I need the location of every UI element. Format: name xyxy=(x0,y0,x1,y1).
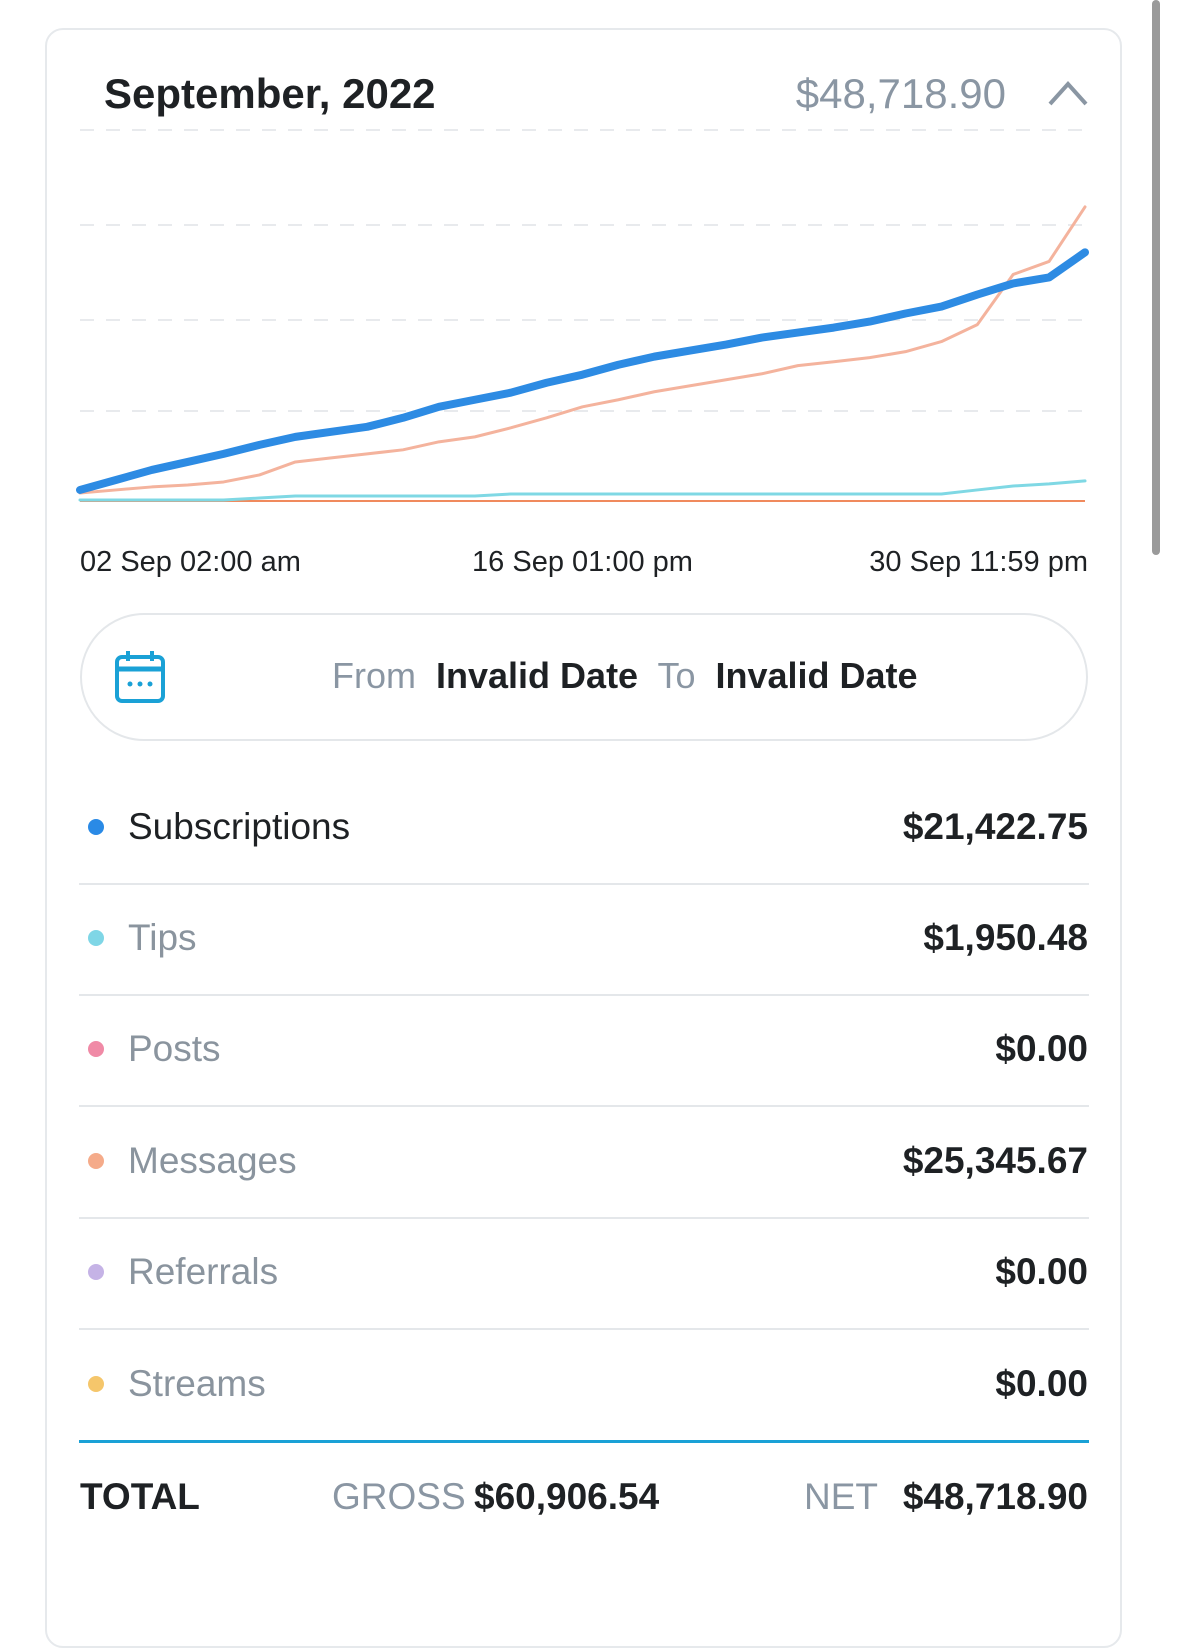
breakdown-row: Messages $25,345.67 xyxy=(80,1106,1088,1216)
breakdown-row: Referrals $0.00 xyxy=(80,1217,1088,1327)
breakdown-row: Subscriptions $21,422.75 xyxy=(80,772,1088,882)
row-separator xyxy=(79,1105,1089,1107)
page: {"header": {"title": "September, 2022", … xyxy=(45,0,1160,1648)
legend-dot xyxy=(88,1264,104,1280)
scrollbar xyxy=(1152,0,1160,555)
row-label: Streams xyxy=(128,1363,266,1404)
to-date: Invalid Date xyxy=(715,655,918,696)
gross-value: $60,906.54 xyxy=(474,1476,660,1517)
x-tick-label: 02 Sep 02:00 am xyxy=(80,546,301,578)
row-value: $25,345.67 xyxy=(902,1140,1088,1181)
row-value: $0.00 xyxy=(995,1251,1088,1292)
row-label: Messages xyxy=(128,1140,297,1181)
month-amount: $48,718.90 xyxy=(795,70,1006,117)
x-tick-label: 30 Sep 11:59 pm xyxy=(869,546,1088,578)
breakdown-row: Tips $1,950.48 xyxy=(80,883,1088,993)
chart: 02 Sep 02:00 am 16 Sep 01:00 pm 30 Sep 11:… xyxy=(76,129,1089,578)
row-value: $1,950.48 xyxy=(923,917,1088,958)
date-range-text: From Invalid Date To Invalid Date xyxy=(332,655,918,697)
row-value: $0.00 xyxy=(995,1363,1088,1404)
row-separator xyxy=(79,1217,1089,1219)
total-divider xyxy=(79,1440,1089,1443)
row-value: $21,422.75 xyxy=(902,806,1088,847)
legend-dot xyxy=(88,930,104,946)
breakdown-row: Streams $0.00 xyxy=(80,1329,1088,1439)
row-value: $0.00 xyxy=(995,1028,1088,1069)
row-label: Posts xyxy=(128,1028,221,1069)
collapse-chevron[interactable] xyxy=(1046,78,1090,108)
row-label: Referrals xyxy=(128,1251,279,1292)
row-label: Subscriptions xyxy=(128,806,351,847)
from-date: Invalid Date xyxy=(436,655,639,696)
from-label: From xyxy=(332,655,416,696)
net-label: NET xyxy=(804,1476,878,1517)
series-line xyxy=(76,248,1089,494)
row-separator xyxy=(79,994,1089,996)
legend-dot xyxy=(88,1153,104,1169)
date-range-picker[interactable]: From Invalid Date To Invalid Date xyxy=(80,613,1088,741)
month-title: September, 2022 xyxy=(104,70,436,117)
calendar-icon xyxy=(115,651,165,703)
net-value: $48,718.90 xyxy=(902,1476,1088,1517)
legend-dot xyxy=(88,1041,104,1057)
legend-dot xyxy=(88,1376,104,1392)
legend-dot xyxy=(88,819,104,835)
row-separator xyxy=(79,883,1089,885)
to-label: To xyxy=(657,655,696,696)
row-separator xyxy=(79,1328,1089,1330)
x-tick-label: 16 Sep 01:00 pm xyxy=(472,546,693,578)
gross-label: GROSS xyxy=(332,1476,466,1517)
total-label: TOTAL xyxy=(80,1476,200,1517)
grid-decoration xyxy=(80,129,1085,412)
series-line xyxy=(78,479,1087,502)
breakdown-row: Posts $0.00 xyxy=(80,994,1088,1104)
series-line xyxy=(78,205,1087,495)
row-label: Tips xyxy=(128,917,197,958)
